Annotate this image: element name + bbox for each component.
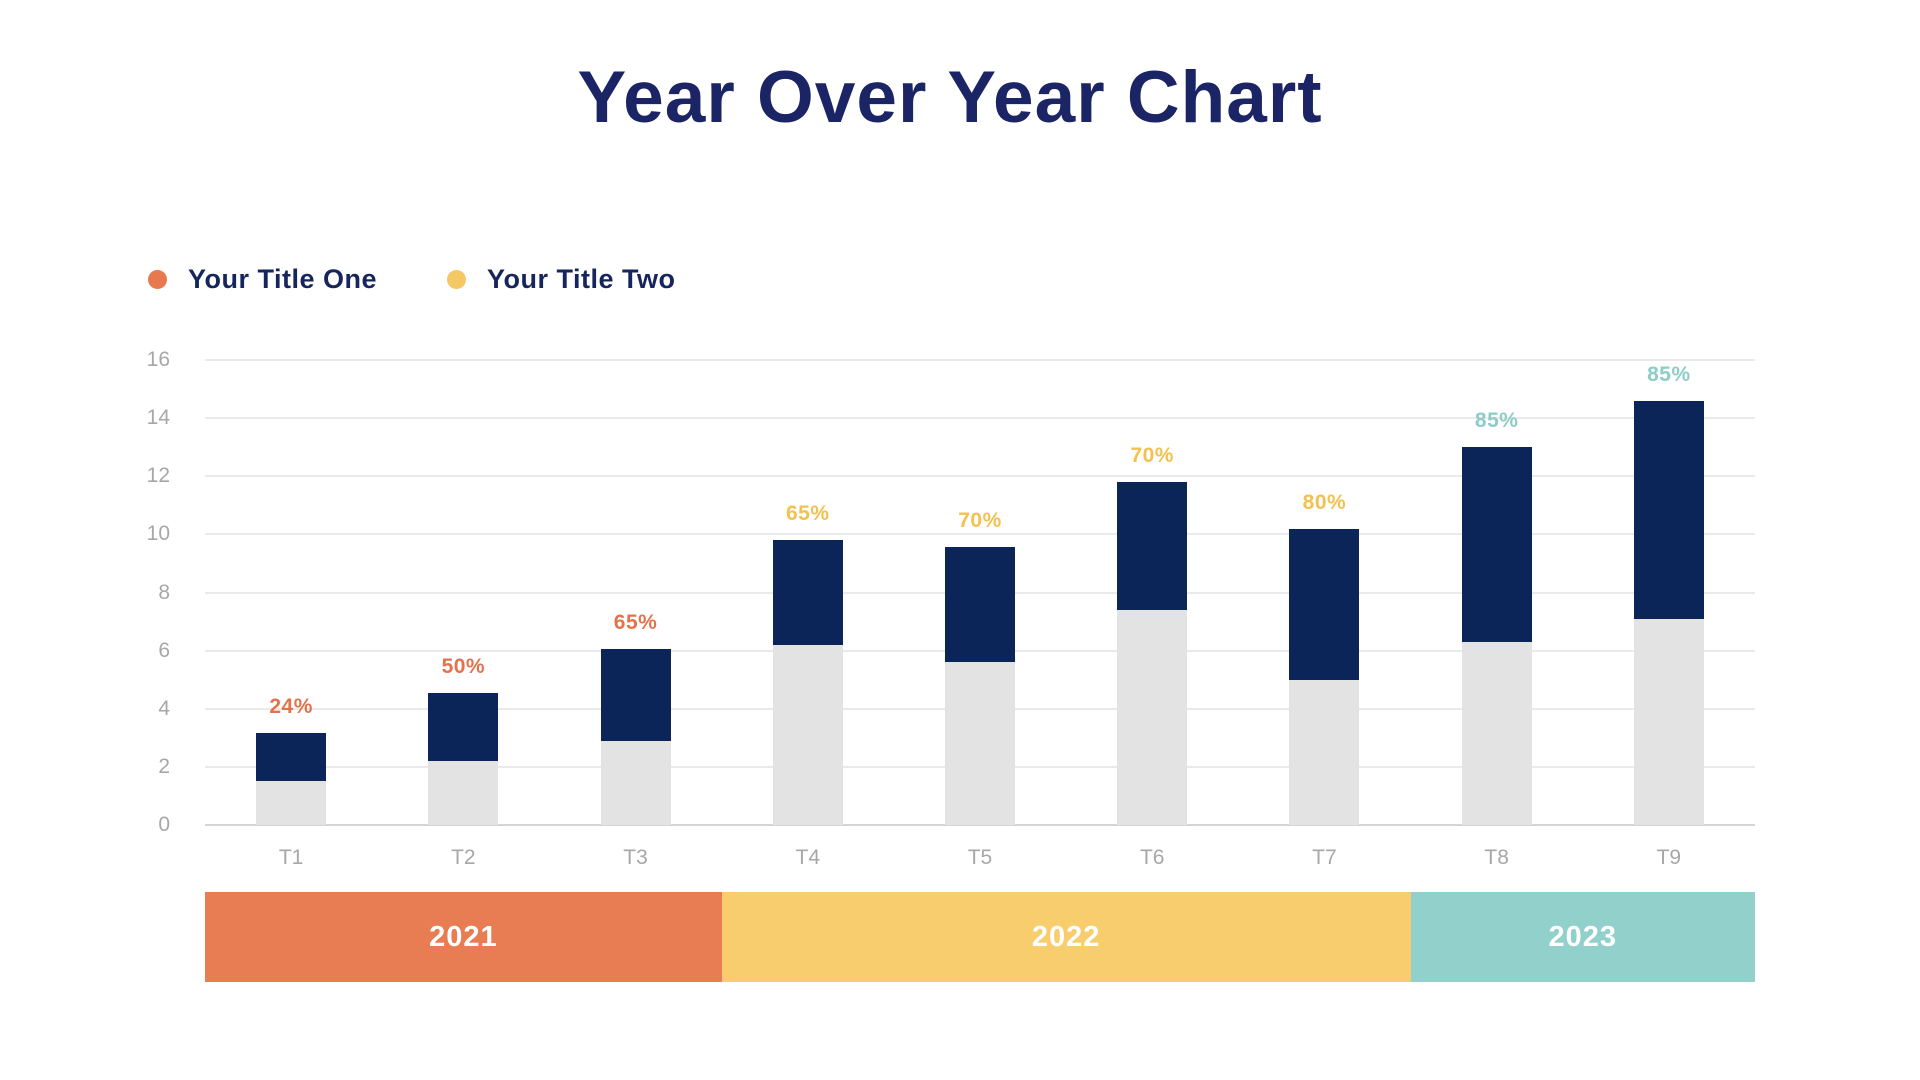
x-axis-tick-label: T3 [623, 846, 648, 869]
y-axis-tick-label: 12 [146, 464, 170, 488]
bar-segment-growth [1461, 447, 1532, 642]
legend-label: Your Title One [188, 264, 378, 294]
bar-segment-base [256, 781, 327, 825]
bar-segment-growth [600, 649, 671, 741]
bar-segment-growth [428, 692, 499, 762]
year-band-label: 2021 [429, 920, 498, 953]
bar-segment-growth [1117, 482, 1188, 610]
bar-segment-growth [1633, 400, 1704, 619]
bar-segment-growth [256, 733, 327, 782]
bar-segment-growth [945, 547, 1015, 663]
bar-value-label: 50% [441, 654, 486, 678]
year-band-2022: 2022 [721, 892, 1411, 982]
bar-segment-growth [1289, 528, 1360, 680]
y-axis-tick-label: 0 [158, 813, 170, 836]
x-axis-tick-label: T2 [451, 846, 476, 869]
y-axis-tick-label: 8 [158, 580, 170, 604]
legend-dot-icon [148, 270, 167, 289]
x-axis-tick-label: T4 [795, 846, 821, 869]
bar-value-label: 70% [958, 509, 1002, 533]
legend: Your Title One Your Title Two [148, 264, 676, 295]
bar-value-label: 70% [1130, 444, 1174, 468]
bar-segment-base [945, 662, 1015, 825]
gridline [205, 417, 1755, 420]
x-axis-tick-label: T1 [278, 846, 304, 869]
bar-segment-growth [772, 540, 843, 645]
bar-value-label: 24% [269, 695, 313, 719]
year-band-2023: 2023 [1410, 892, 1755, 982]
x-axis-tick-label: T7 [1312, 846, 1337, 869]
x-axis-tick-label: T8 [1484, 846, 1509, 869]
gridline [205, 533, 1755, 536]
gridline [205, 359, 1755, 361]
y-axis-tick-label: 14 [146, 406, 170, 430]
bar-value-label: 80% [1302, 490, 1347, 514]
x-axis-tick-label: T6 [1139, 846, 1165, 869]
y-axis-tick-label: 6 [158, 638, 170, 662]
bar-value-label: 65% [613, 611, 658, 635]
legend-item: Your Title Two [447, 264, 676, 295]
bar-value-label: 85% [1647, 362, 1691, 386]
x-axis-tick-label: T9 [1656, 846, 1682, 869]
legend-item: Your Title One [148, 264, 377, 295]
gridline [205, 824, 1755, 826]
bar-segment-base [1461, 641, 1532, 825]
year-band-2021: 2021 [205, 892, 722, 982]
bar-segment-base [1289, 679, 1360, 825]
year-band-label: 2023 [1548, 920, 1618, 953]
bar-value-label: 85% [1474, 409, 1519, 433]
page-title: Year Over Year Chart [577, 57, 1323, 138]
bar-segment-base [1633, 618, 1704, 825]
y-axis-tick-label: 2 [158, 754, 170, 778]
x-axis-tick-label: T5 [967, 846, 993, 869]
bar-segment-base [428, 761, 499, 825]
y-axis-tick-label: 4 [158, 696, 170, 720]
year-band-label: 2022 [1031, 920, 1101, 953]
bar-segment-base [772, 644, 843, 825]
legend-dot-icon [447, 270, 467, 289]
bar-segment-base [600, 740, 671, 825]
bar-segment-base [1117, 609, 1188, 825]
legend-label: Your Title Two [487, 264, 676, 294]
bar-value-label: 65% [786, 502, 830, 526]
y-axis-tick-label: 16 [146, 348, 170, 371]
y-axis-tick-label: 10 [146, 522, 170, 546]
gridline [205, 475, 1755, 478]
